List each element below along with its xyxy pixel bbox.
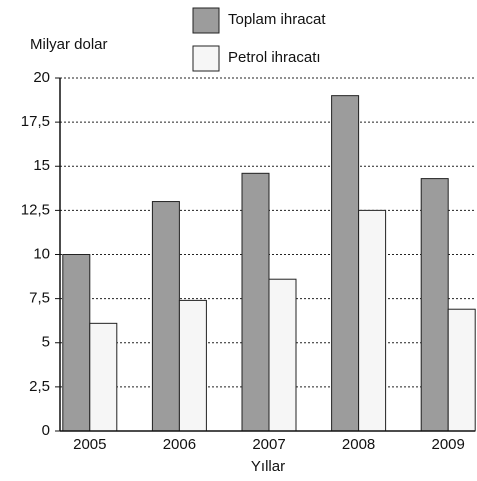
bar xyxy=(447,308,476,432)
y-tick-label: 7,5 xyxy=(29,290,50,307)
y-tick-label: 0 xyxy=(42,422,50,439)
legend-swatch xyxy=(192,7,220,34)
bar xyxy=(151,201,180,432)
x-tick-label: 2007 xyxy=(252,436,285,453)
x-tick-label: 2006 xyxy=(163,436,196,453)
legend-swatch xyxy=(192,45,220,72)
x-axis-title: Yıllar xyxy=(251,458,285,475)
y-tick-label: 15 xyxy=(33,157,50,174)
y-tick-label: 20 xyxy=(33,69,50,86)
y-tick-label: 12,5 xyxy=(21,201,50,218)
y-axis-title: Milyar dolar xyxy=(30,36,108,53)
x-tick-label: 2008 xyxy=(342,436,375,453)
bar xyxy=(331,95,360,432)
x-tick-label: 2009 xyxy=(432,436,465,453)
y-tick-label: 10 xyxy=(33,245,50,262)
legend-label: Toplam ihracat xyxy=(228,11,326,28)
y-tick-label: 17,5 xyxy=(21,113,50,130)
legend-label: Petrol ihracatı xyxy=(228,49,321,66)
bar xyxy=(268,278,297,432)
bar xyxy=(358,209,387,432)
bar xyxy=(420,178,449,432)
bar xyxy=(89,322,118,432)
x-tick-label: 2005 xyxy=(73,436,106,453)
bar xyxy=(241,172,270,432)
bar xyxy=(178,299,207,432)
y-tick-label: 2,5 xyxy=(29,378,50,395)
y-tick-label: 5 xyxy=(42,334,50,351)
bar xyxy=(62,254,91,432)
